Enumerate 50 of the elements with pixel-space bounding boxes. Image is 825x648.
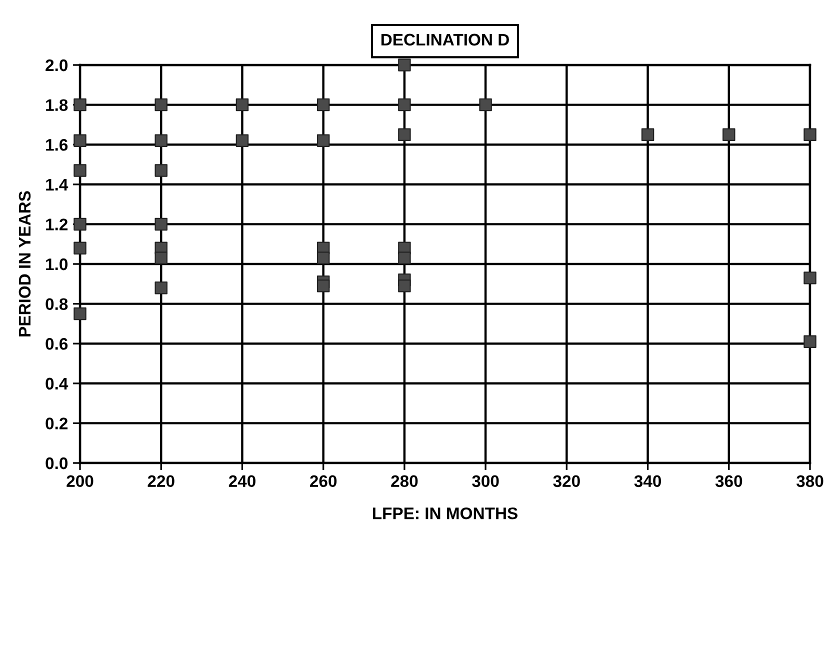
y-tick-label: 0.8 xyxy=(46,298,68,310)
point xyxy=(641,128,654,142)
x-tick-label: 280 xyxy=(391,475,418,488)
x-tick-label: 200 xyxy=(66,475,94,488)
y-tick-label: 0.2 xyxy=(46,418,68,430)
y-tick-label: 1.6 xyxy=(46,139,68,151)
point xyxy=(398,128,411,142)
x-tick-label: 360 xyxy=(715,475,742,488)
y-tick-label: 2.0 xyxy=(46,59,68,72)
point xyxy=(398,280,411,292)
point xyxy=(154,252,168,264)
y-tick-label: 1.0 xyxy=(46,258,68,270)
y-tick-label: 0.6 xyxy=(46,338,68,350)
point xyxy=(398,58,411,72)
point xyxy=(804,272,816,284)
point xyxy=(398,98,411,112)
point xyxy=(154,218,168,231)
x-axis-title: LFPE: IN MONTHS xyxy=(372,507,518,520)
point xyxy=(479,98,492,112)
x-tick-label: 260 xyxy=(310,475,337,488)
point xyxy=(74,164,86,177)
point xyxy=(722,128,736,142)
point xyxy=(154,282,168,294)
point xyxy=(154,164,168,177)
chart-title: DECLINATION D xyxy=(381,34,509,46)
y-tick-label: 0.0 xyxy=(46,457,68,470)
x-tick-label: 300 xyxy=(472,475,499,488)
x-tick-label: 240 xyxy=(228,475,256,488)
y-tick-label: 0.4 xyxy=(46,378,68,390)
point xyxy=(316,98,330,112)
y-tick-label: 1.4 xyxy=(46,178,68,190)
point xyxy=(154,98,168,112)
point xyxy=(316,252,330,264)
x-tick-label: 220 xyxy=(148,475,174,488)
point xyxy=(316,280,330,292)
point xyxy=(236,98,249,112)
point xyxy=(804,128,816,142)
point xyxy=(804,335,816,348)
y-tick-label: 1.2 xyxy=(46,218,68,230)
point xyxy=(316,134,330,147)
point xyxy=(398,252,411,264)
point xyxy=(154,134,168,147)
point xyxy=(236,134,249,147)
x-tick-label: 380 xyxy=(796,475,824,488)
x-tick-label: 340 xyxy=(634,475,661,488)
point xyxy=(74,242,86,254)
x-tick-label: 320 xyxy=(553,475,580,488)
y-tick-label: 1.8 xyxy=(46,99,68,112)
y-axis-title: PERIOD IN YEARS xyxy=(18,191,31,336)
point xyxy=(74,307,86,320)
